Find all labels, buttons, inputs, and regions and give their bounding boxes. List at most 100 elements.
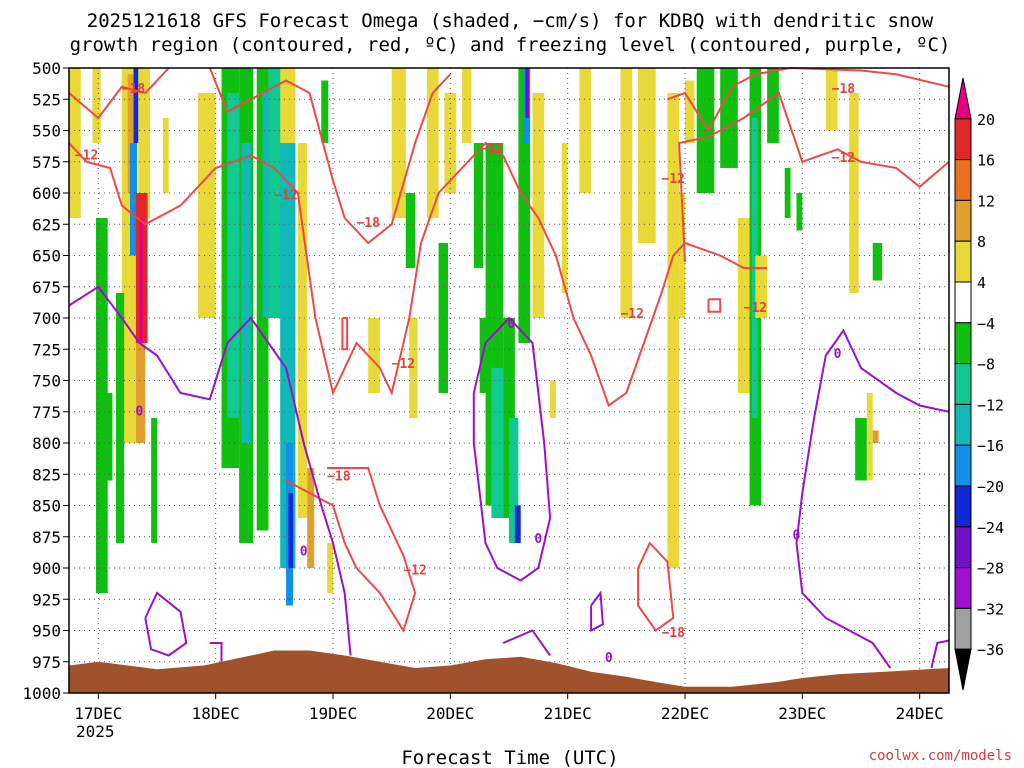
red-contour-label: −18 (327, 470, 351, 485)
colorbar-label: 8 (977, 233, 986, 251)
y-tick-label: 575 (32, 153, 61, 172)
colorbar-swatch (954, 444, 972, 487)
x-tick-label: 24DEC (896, 704, 944, 723)
red-contour-label: −12 (274, 188, 297, 203)
omega-shade-cell (162, 118, 169, 193)
omega-shade-cell (138, 68, 150, 218)
y-tick-label: 875 (32, 528, 61, 547)
purple-contour-label: 0 (605, 651, 613, 666)
red-contour-label: −18 (356, 216, 380, 231)
omega-shade-cell (135, 343, 146, 443)
contour-line (68, 285, 352, 656)
colorbar-swatch (954, 567, 972, 609)
omega-shade-cell (532, 93, 545, 318)
plot-area (68, 66, 950, 694)
x-tick-label: 20DEC (426, 704, 474, 723)
omega-shade-cell (473, 143, 484, 268)
omega-shade-cell (95, 218, 108, 593)
omega-shade-cell (69, 68, 81, 218)
colorbar-label: −8 (977, 356, 995, 374)
x-tick-label: 19DEC (309, 704, 357, 723)
omega-shade-cell (855, 418, 867, 481)
y-tick-label: 600 (32, 184, 61, 203)
red-contour-label: −12 (392, 357, 415, 372)
omega-shade-cell (321, 80, 329, 143)
y-tick-label: 800 (32, 434, 61, 453)
chart-title-line2: growth region (contoured, red, ºC) and f… (70, 34, 951, 56)
colorbar-label: −4 (977, 315, 995, 333)
dendritic-growth-contours (68, 66, 950, 633)
y-tick-label: 625 (32, 215, 61, 234)
x-tick-label: 23DEC (778, 704, 826, 723)
chart-title-line1: 2025121618 GFS Forecast Omega (shaded, −… (87, 10, 934, 32)
colorbar-label: 16 (977, 152, 995, 170)
y-axis: 500 525 550 575 600 625 650 675 700 725 750 775 800 8… (22, 59, 69, 703)
omega-shade-cell (297, 143, 308, 518)
omega-shade-cell (767, 68, 779, 143)
purple-contour-label: 0 (507, 317, 515, 332)
omega-shade-cell (368, 318, 380, 393)
contour-line (795, 328, 950, 669)
contour-line (502, 629, 551, 657)
x-tick-label: 21DEC (544, 704, 592, 723)
colorbar-swatch (954, 199, 972, 242)
x-axis-label: Forecast Time (UTC) (401, 747, 618, 768)
purple-contour-label: 0 (834, 347, 842, 362)
omega-shade-cell (307, 468, 315, 568)
colorbar-swatch (954, 240, 972, 283)
x-tick-label: 22DEC (661, 704, 709, 723)
y-tick-label: 750 (32, 372, 61, 391)
omega-shade-cell (784, 168, 791, 218)
y-tick-label: 675 (32, 278, 61, 297)
y-tick-label: 775 (32, 403, 61, 422)
contour-line (144, 591, 188, 657)
y-tick-label: 500 (32, 59, 61, 78)
contour-line (68, 141, 768, 408)
omega-shade-cell (872, 430, 879, 443)
omega-shade-cell (518, 68, 531, 343)
red-contour-label: −12 (832, 151, 855, 166)
omega-shade-cell (104, 393, 113, 481)
x-year-label: 2025 (76, 722, 115, 741)
omega-shading (69, 68, 883, 606)
omega-shade-cell (92, 68, 101, 143)
omega-shade-cell (405, 193, 416, 268)
y-tick-label: 650 (32, 247, 61, 266)
contour-line (208, 67, 452, 245)
omega-shade-cell (288, 493, 294, 568)
omega-shade-cell (514, 505, 521, 543)
omega-shade-cell (426, 68, 439, 218)
contour-line (341, 317, 349, 351)
omega-shade-cell (391, 68, 406, 218)
omega-shade-cell (462, 68, 472, 143)
colorbar-label: −28 (977, 560, 1004, 578)
omega-shade-cell (509, 418, 519, 543)
colorbar-swatch (954, 526, 972, 569)
omega-shade-cell (327, 543, 333, 593)
omega-shade-cell (409, 318, 418, 418)
colorbar-label: 20 (977, 111, 995, 129)
contour-line (472, 316, 552, 582)
omega-shade-cell (755, 255, 768, 318)
omega-shade-cell (720, 68, 738, 168)
purple-contour-label: 0 (793, 528, 801, 543)
omega-shade-cell (525, 68, 529, 118)
contour-line (707, 298, 722, 313)
red-contour-label: −12 (620, 307, 643, 322)
omega-shade-cell (679, 193, 685, 318)
omega-shade-cell (620, 68, 633, 318)
omega-shade-cell (130, 143, 138, 256)
contour-labels: −18 −12 −12 −18 −12 −18 −12 −12 −12 −18 −12 −12 −12 −… (75, 82, 855, 666)
credit-text: coolwx.com/models (869, 748, 1012, 764)
red-contour-label: −12 (744, 301, 767, 316)
colorbar-label: −36 (977, 641, 1004, 659)
terrain-fill (69, 650, 949, 693)
colorbar-swatch (954, 363, 972, 405)
x-axis: 17DEC 18DEC 19DEC 20DEC 21DEC 22DEC 23DEC 24DEC (74, 693, 944, 723)
contour-line (285, 467, 417, 633)
omega-shade-cell (872, 243, 883, 281)
colorbar-label: −20 (977, 478, 1004, 496)
omega-shade-cell (133, 68, 141, 143)
red-contour-label: −18 (662, 626, 686, 641)
